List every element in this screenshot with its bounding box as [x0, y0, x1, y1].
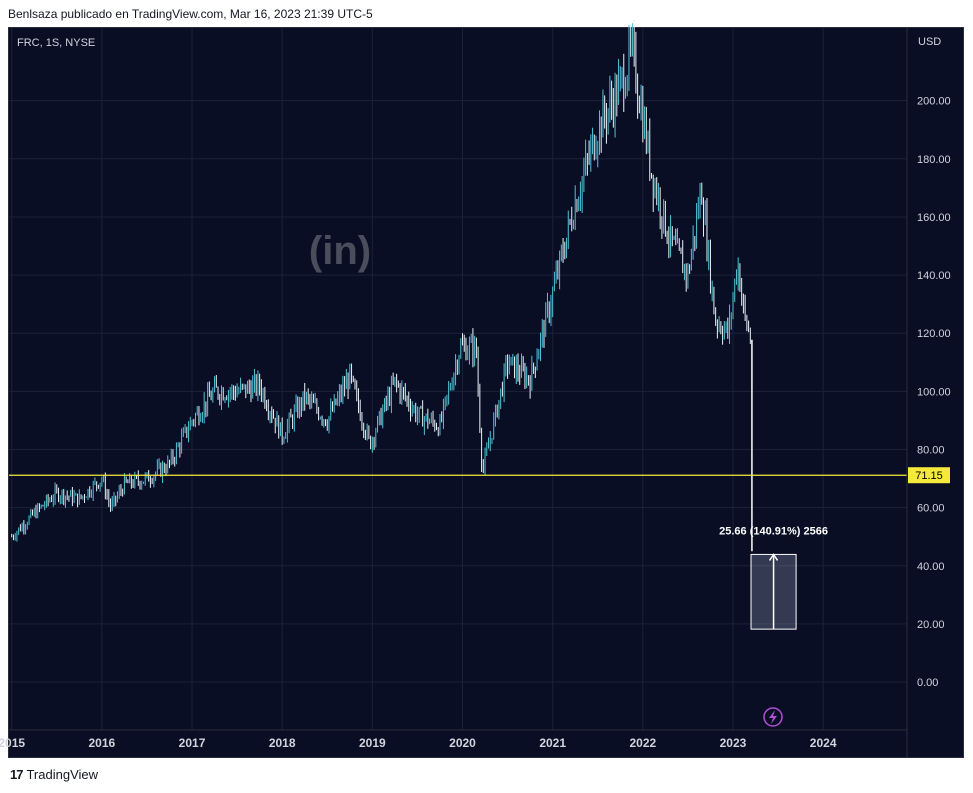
x-tick-label: 2016 — [89, 736, 116, 750]
x-tick-label: 2022 — [629, 736, 656, 750]
measure-label: 25.66 (140.91%) 2566 — [719, 525, 828, 537]
x-tick-label: 2023 — [720, 736, 747, 750]
x-tick-label: 2021 — [539, 736, 566, 750]
symbol-label: FRC, 1S, NYSE — [17, 37, 95, 49]
x-tick-label: 2018 — [269, 736, 296, 750]
x-tick-label: 2020 — [449, 736, 476, 750]
y-tick-label: 160.00 — [917, 212, 951, 224]
watermark: (in) — [309, 229, 371, 273]
y-tick-label: 120.00 — [917, 328, 951, 340]
chart-area[interactable] — [8, 27, 964, 758]
y-tick-label: 20.00 — [917, 619, 945, 631]
y-tick-label: 80.00 — [917, 444, 945, 456]
y-tick-label: 0.00 — [917, 677, 938, 689]
footer: 17 TradingView — [10, 767, 98, 782]
price-line-badge — [908, 467, 950, 484]
x-tick-label: 2017 — [179, 736, 206, 750]
x-tick-label: 2015 — [0, 736, 25, 750]
measure-tool: 25.66 (140.91%) 2566 — [719, 525, 828, 630]
candle-series — [11, 19, 753, 552]
tv-logo-icon: 17 — [10, 767, 24, 782]
y-tick-label: 40.00 — [917, 561, 945, 573]
y-axis: 0.00 20.00 40.00 60.00 80.00 100.00 120.00 140.… — [906, 28, 951, 757]
publish-info: Benlsaza publicado en TradingView.com, M… — [8, 7, 373, 21]
x-tick-label: 2019 — [359, 736, 386, 750]
price-line: 71.15 — [9, 467, 950, 484]
lightning-icon[interactable] — [763, 707, 783, 727]
price-line-label: 71.15 — [915, 470, 943, 482]
y-tick-label: 200.00 — [917, 96, 951, 108]
watermark-logo: (in) — [309, 229, 371, 273]
measure-arrow-head — [768, 553, 779, 561]
currency-label: USD — [918, 36, 941, 48]
y-tick-label: 60.00 — [917, 503, 945, 515]
grid-lines — [9, 28, 907, 730]
footer-brand: TradingView — [26, 767, 99, 782]
y-tick-label: 100.00 — [917, 386, 951, 398]
x-axis: 2015 2016 2017 2018 2019 2020 2021 2022 2023 2024 — [0, 729, 907, 750]
y-tick-label: 140.00 — [917, 270, 951, 282]
y-tick-label: 180.00 — [917, 154, 951, 166]
x-tick-label: 2024 — [810, 736, 837, 750]
